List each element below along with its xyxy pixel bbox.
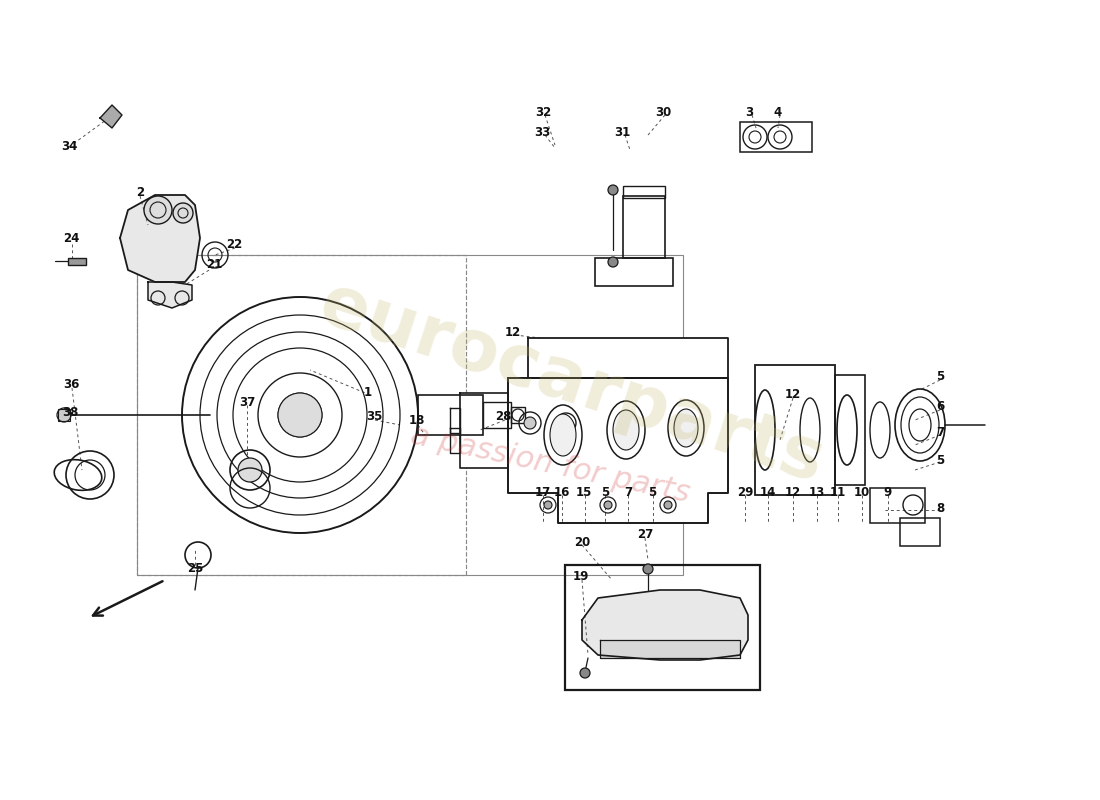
Circle shape [238,458,262,482]
Text: 5: 5 [648,486,656,498]
Bar [138,255,683,575]
Text: 37: 37 [239,395,255,409]
Text: 5: 5 [936,370,944,383]
Circle shape [580,668,590,678]
Text: 16: 16 [553,486,570,498]
Text: 12: 12 [505,326,521,338]
Bar [870,488,925,523]
Polygon shape [582,590,748,660]
Text: 25: 25 [187,562,204,574]
Text: 1: 1 [364,386,372,398]
Ellipse shape [550,414,576,456]
Text: 38: 38 [62,406,78,418]
Text: 8: 8 [936,502,944,514]
Text: 15: 15 [575,486,592,498]
Bar [418,395,483,435]
Bar [835,375,865,485]
Text: 34: 34 [60,141,77,154]
Polygon shape [450,408,460,433]
Bar [565,565,760,690]
Circle shape [608,185,618,195]
Text: eurocarparts: eurocarparts [311,270,833,498]
Text: 4: 4 [774,106,782,118]
Text: 36: 36 [63,378,79,391]
Circle shape [524,417,536,429]
Text: a passion for parts: a passion for parts [408,420,692,508]
Text: 6: 6 [936,401,944,414]
Polygon shape [508,378,728,523]
Circle shape [173,203,192,223]
Text: 21: 21 [206,258,222,270]
Circle shape [544,501,552,509]
Polygon shape [450,428,460,453]
Text: 12: 12 [785,486,801,498]
Polygon shape [148,282,192,308]
Circle shape [278,393,322,437]
Bar [58,409,70,421]
Text: 3: 3 [745,106,754,118]
Text: 14: 14 [760,486,777,498]
Text: 28: 28 [495,410,512,423]
Text: 22: 22 [226,238,242,250]
Polygon shape [120,195,200,282]
Text: 5: 5 [601,486,609,498]
Polygon shape [460,393,508,468]
Text: 29: 29 [737,486,754,498]
Text: 7: 7 [624,486,632,498]
Polygon shape [100,105,122,128]
Circle shape [144,196,172,224]
Bar [740,122,812,152]
Text: 32: 32 [535,106,551,118]
Bar [623,186,666,198]
Text: 30: 30 [654,106,671,118]
Text: 19: 19 [573,570,590,583]
Text: 17: 17 [535,486,551,498]
Ellipse shape [674,409,698,447]
Text: 31: 31 [614,126,630,138]
Text: 9: 9 [884,486,892,498]
Polygon shape [528,338,728,378]
Circle shape [664,501,672,509]
Bar [900,518,940,546]
Text: 7: 7 [936,426,944,439]
Circle shape [644,564,653,574]
Text: 12: 12 [785,389,801,402]
Bar [483,402,512,428]
Circle shape [608,257,618,267]
Bar [512,407,525,423]
Polygon shape [600,640,740,658]
Ellipse shape [613,410,639,450]
Text: 11: 11 [829,486,846,498]
Text: 10: 10 [854,486,870,498]
Text: 5: 5 [936,454,944,466]
Text: 27: 27 [637,527,653,541]
Text: 18: 18 [409,414,426,427]
Bar [68,258,86,265]
Text: 20: 20 [574,535,590,549]
Text: 35: 35 [366,410,382,422]
Text: 33: 33 [534,126,550,138]
Text: 2: 2 [136,186,144,199]
Bar [138,255,466,575]
Text: 24: 24 [63,231,79,245]
Circle shape [604,501,612,509]
Bar [755,365,835,495]
Text: 13: 13 [808,486,825,498]
Bar [595,258,673,286]
Bar [623,196,666,258]
